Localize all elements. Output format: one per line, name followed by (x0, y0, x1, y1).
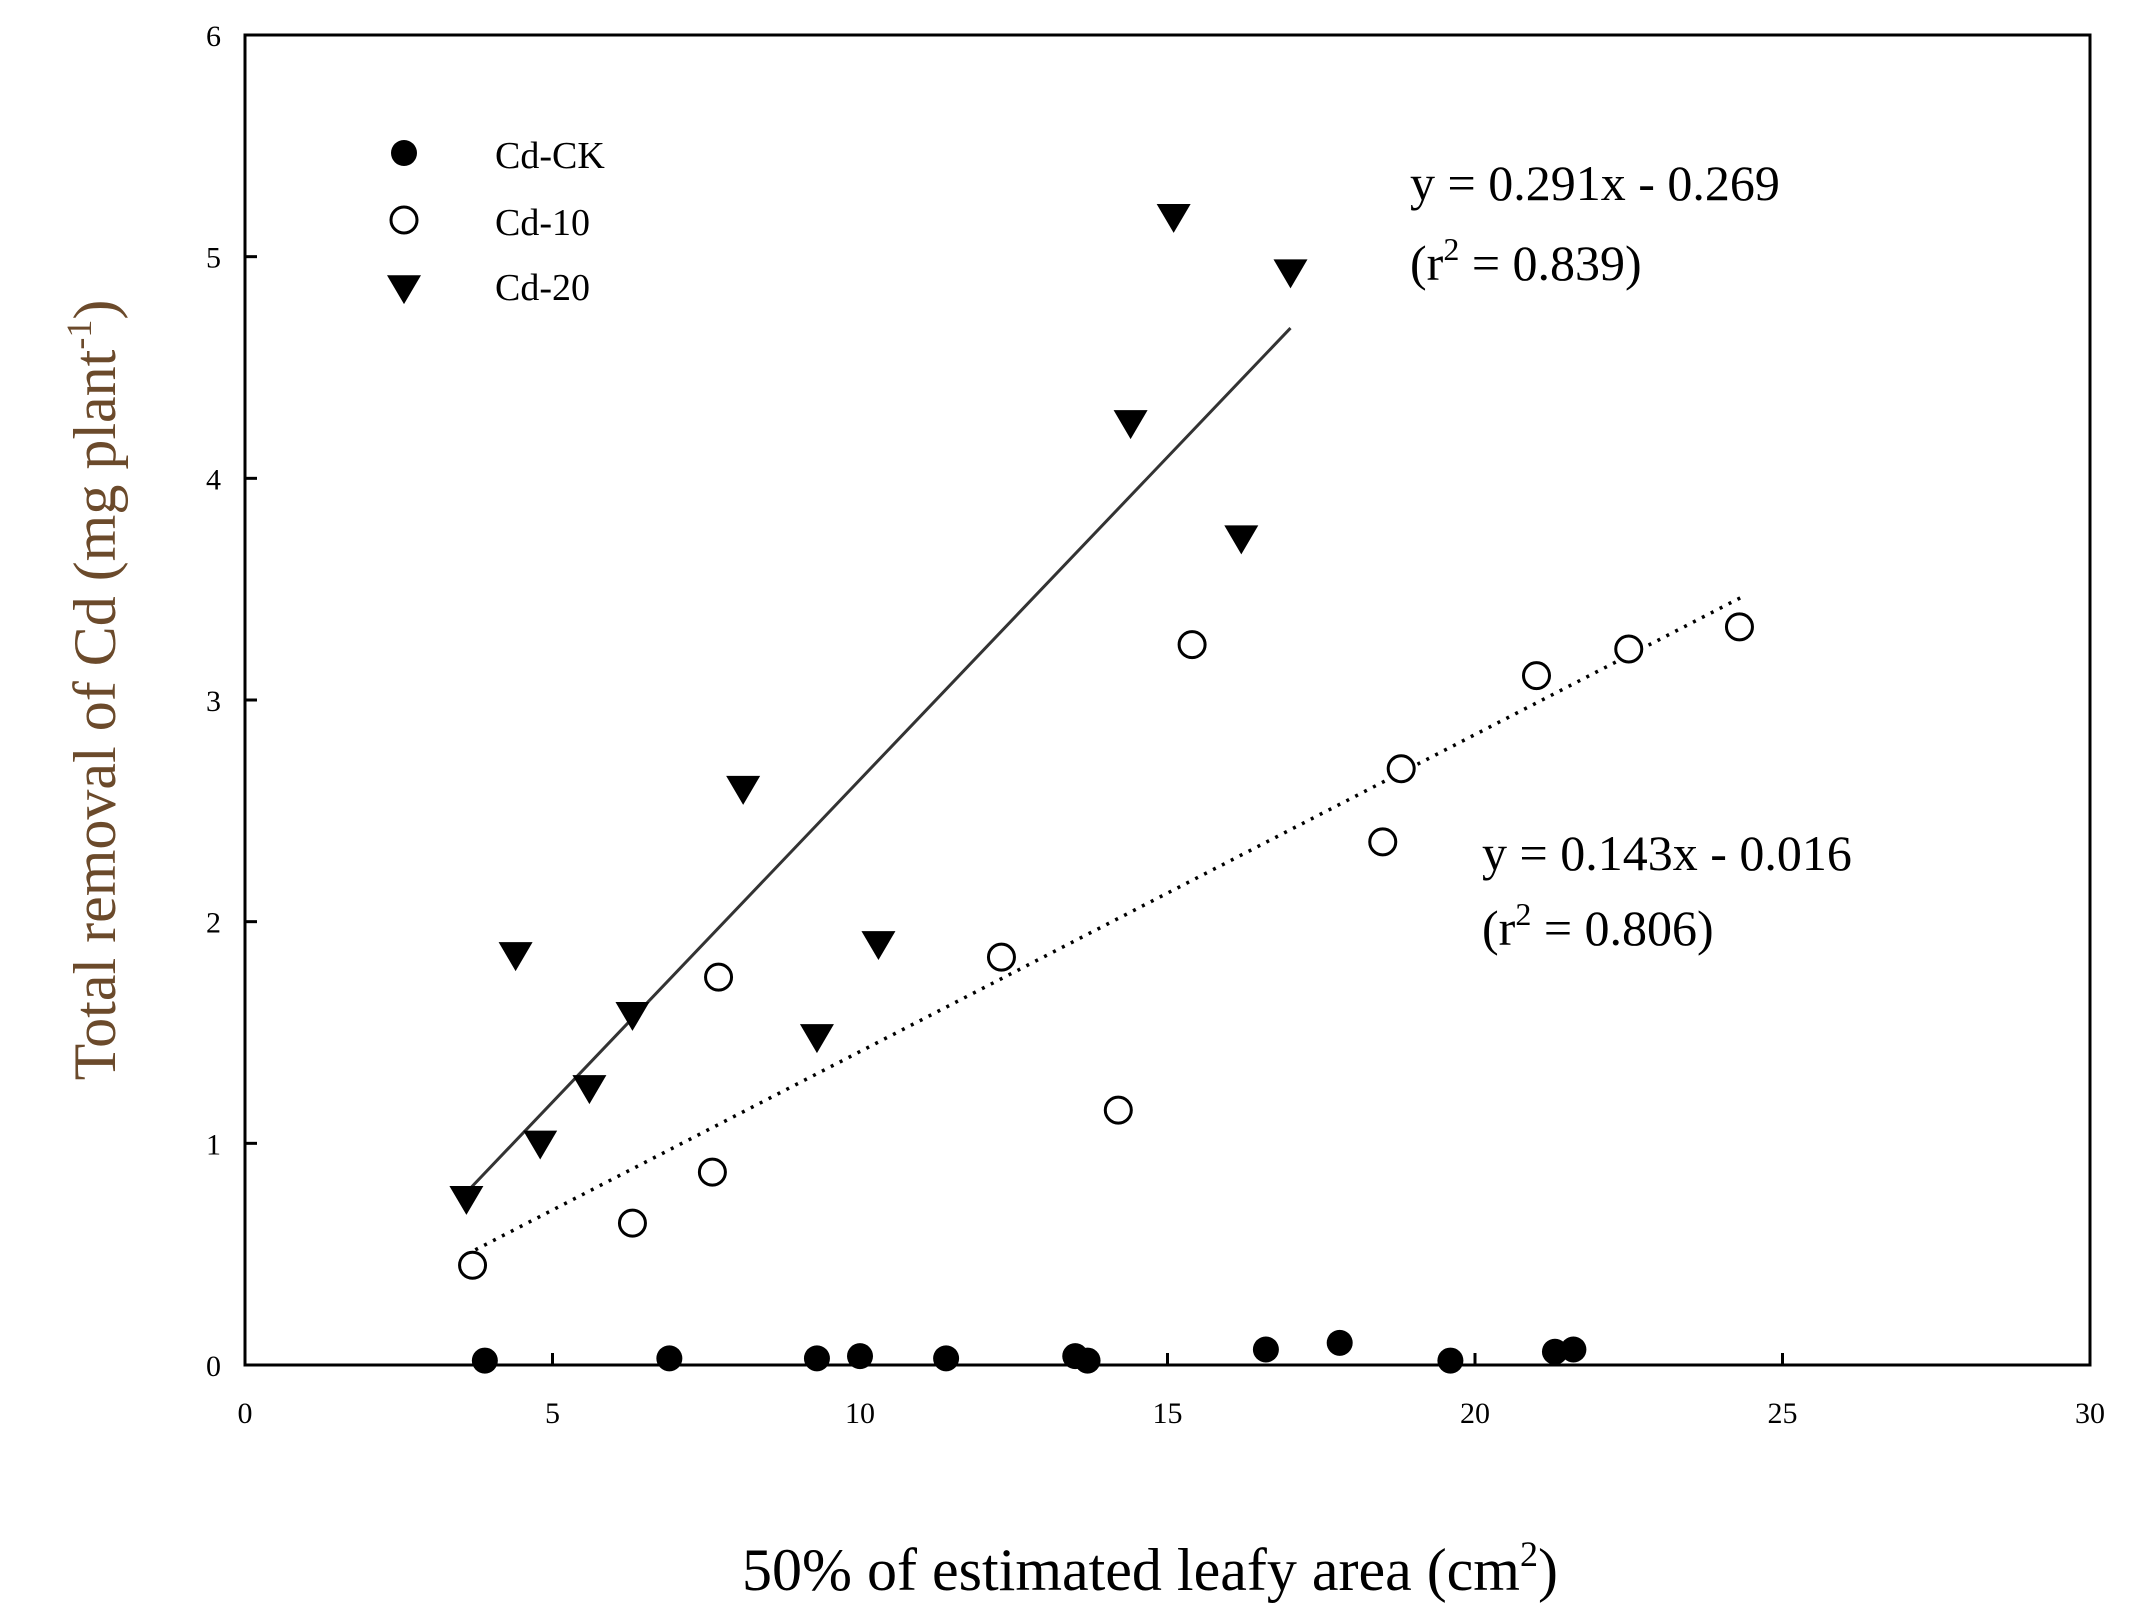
series-cd-20 (449, 204, 1308, 1215)
data-point (704, 962, 734, 992)
legend-marker-cd-10 (389, 205, 419, 235)
legend-marker-cd-20 (387, 275, 421, 305)
data-point (933, 1345, 960, 1372)
series-cd-10 (458, 612, 1754, 1280)
data-point (1252, 1336, 1279, 1363)
x-tick-label: 20 (1460, 1397, 1490, 1430)
data-point (1614, 634, 1644, 664)
y-tick-label: 2 (206, 907, 221, 940)
data-point (1522, 661, 1551, 691)
data-point (799, 1024, 834, 1054)
legend-symbol (387, 275, 421, 305)
data-point (803, 1345, 830, 1372)
x-tick-label: 10 (845, 1397, 875, 1430)
legend-symbol (389, 205, 419, 235)
data-point (1224, 525, 1259, 555)
data-point (861, 931, 896, 960)
y-tick-label: 3 (206, 685, 221, 718)
series-cd-ck (471, 1329, 1587, 1374)
data-point (726, 775, 761, 805)
equation-annotations: y = 0.291x - 0.269 (r2 = 0.839) y = 0.14… (1410, 155, 1852, 956)
data-point (498, 942, 533, 972)
data-points (449, 204, 1754, 1374)
data-point (449, 1186, 484, 1215)
data-point (1724, 612, 1754, 642)
data-point (1368, 827, 1398, 857)
fit-r2-cd-10: (r2 = 0.806) (1482, 896, 1714, 956)
data-point (656, 1345, 683, 1372)
y-tick-label: 6 (206, 20, 221, 53)
y-tick-label: 4 (206, 463, 221, 496)
data-point (1103, 1095, 1133, 1125)
legend-symbol (391, 140, 417, 166)
y-tick-label: 0 (206, 1350, 221, 1383)
data-point (615, 1002, 650, 1031)
legend-label-cd-10: Cd-10 (495, 202, 590, 244)
data-point (1560, 1336, 1587, 1363)
data-point (1074, 1347, 1101, 1374)
data-point (1177, 630, 1207, 660)
y-tick-label: 1 (206, 1128, 221, 1161)
y-tick-label: 5 (206, 242, 221, 275)
data-point (572, 1075, 607, 1105)
regression-lines (459, 327, 1747, 1256)
legend-marker-cd-ck (391, 140, 417, 166)
data-point (1437, 1347, 1464, 1374)
data-point (986, 942, 1016, 972)
data-point (617, 1208, 647, 1238)
data-point (458, 1250, 488, 1280)
fit-equation-cd-10: y = 0.143x - 0.016 (1482, 825, 1852, 881)
legend-label-cd-ck: Cd-CK (495, 135, 605, 177)
x-tick-label: 5 (545, 1397, 560, 1430)
x-tick-label: 25 (1768, 1397, 1798, 1430)
data-point (697, 1157, 727, 1187)
y-axis-title: Total removal of Cd (mg plant-1) (59, 300, 128, 1081)
data-point (847, 1343, 873, 1370)
x-axis-title: 50% of estimated leafy area (cm2) (742, 1534, 1558, 1603)
x-tick-label: 0 (238, 1397, 253, 1430)
fit-equation-cd-20: y = 0.291x - 0.269 (1410, 155, 1780, 211)
data-point (1386, 754, 1416, 784)
data-point (1156, 204, 1191, 233)
x-tick-label: 15 (1153, 1397, 1183, 1430)
data-point (1273, 259, 1308, 289)
x-tick-label: 30 (2075, 1397, 2105, 1430)
fit-r2-cd-20: (r2 = 0.839) (1410, 231, 1642, 291)
fit-line-cd-20 (459, 327, 1292, 1200)
data-point (471, 1347, 498, 1374)
data-point (523, 1130, 558, 1160)
data-point (1113, 410, 1148, 440)
x-axis-ticks: 0 5 10 15 20 25 30 (238, 1353, 2105, 1430)
legend-label-cd-20: Cd-20 (495, 267, 590, 309)
legend: Cd-CK Cd-10 Cd-20 (387, 135, 605, 309)
y-axis-ticks: 0 1 2 3 4 5 6 (206, 20, 257, 1383)
data-point (1326, 1329, 1353, 1356)
